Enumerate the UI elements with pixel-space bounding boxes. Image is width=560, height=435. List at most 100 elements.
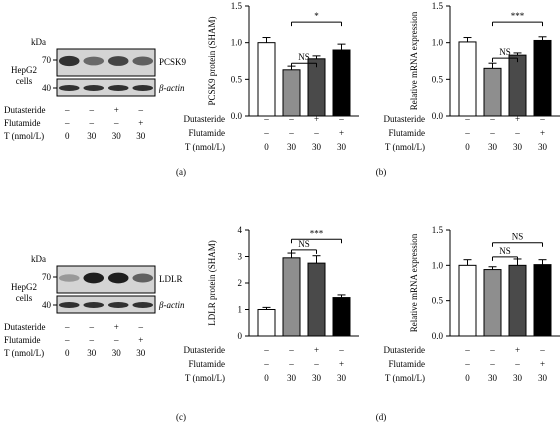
y-tick-label: 3	[238, 252, 243, 262]
blot-band	[58, 274, 80, 282]
condition-value: 0	[465, 373, 470, 383]
condition-value: 30	[488, 373, 498, 383]
condition-value: –	[464, 114, 470, 124]
condition-value: –	[489, 345, 495, 355]
condition-value: +	[515, 345, 520, 355]
condition-value: –	[113, 335, 119, 345]
condition-value: +	[138, 335, 143, 345]
condition-value: –	[263, 128, 269, 138]
blot-band	[58, 85, 80, 91]
blot-band	[107, 56, 129, 66]
condition-label: Dutasteride	[4, 105, 45, 115]
condition-value: 30	[488, 142, 498, 152]
condition-value: 30	[87, 348, 97, 358]
condition-label: Flutamide	[189, 128, 226, 138]
marker-label: 40	[42, 300, 52, 310]
bar	[508, 54, 527, 117]
significance-label: NS	[298, 52, 310, 62]
bar	[257, 42, 276, 117]
condition-label: Dutasteride	[384, 345, 425, 355]
condition-value: –	[464, 345, 470, 355]
y-tick-label: 0	[238, 331, 243, 341]
condition-value: –	[539, 114, 545, 124]
blot-target-label: PCSK9	[159, 57, 187, 67]
condition-value: –	[489, 359, 495, 369]
y-tick-label: 0.5	[432, 296, 444, 306]
bar	[483, 269, 502, 337]
condition-value: 30	[312, 142, 322, 152]
condition-label: T (nmol/L)	[4, 131, 44, 141]
y-tick-label: 0.0	[231, 111, 243, 121]
condition-label: Flutamide	[389, 359, 426, 369]
condition-value: +	[339, 128, 344, 138]
condition-value: 30	[136, 131, 146, 141]
bar	[282, 69, 301, 117]
condition-value: 30	[337, 142, 347, 152]
condition-value: 0	[65, 348, 70, 358]
condition-value: –	[464, 128, 470, 138]
blot-band	[132, 302, 154, 308]
y-tick-label: 2	[238, 278, 243, 288]
condition-value: 30	[337, 373, 347, 383]
y-tick-label: 4	[238, 225, 243, 235]
condition-value: –	[338, 345, 344, 355]
condition-value: –	[514, 128, 520, 138]
bar	[332, 49, 351, 117]
condition-value: –	[89, 105, 95, 115]
significance-label: NS	[499, 246, 511, 256]
condition-value: –	[288, 128, 294, 138]
condition-value: 30	[513, 373, 523, 383]
condition-value: –	[89, 118, 95, 128]
condition-value: +	[540, 359, 545, 369]
y-axis-label: LDLR protein (SHAM)	[207, 240, 217, 326]
panel-label: (a)	[176, 167, 186, 177]
marker-label: 70	[42, 55, 52, 65]
y-axis-label: Relative mRNA expression	[409, 11, 419, 110]
condition-value: 0	[465, 142, 470, 152]
condition-value: +	[138, 118, 143, 128]
condition-value: 30	[513, 142, 523, 152]
cell-label: cells	[16, 293, 33, 303]
blot-band	[132, 85, 154, 91]
condition-value: +	[114, 322, 119, 332]
significance-label: NS	[298, 239, 310, 249]
y-tick-label: 1.0	[231, 38, 243, 48]
blot-band	[58, 55, 80, 67]
blot-band	[83, 85, 105, 91]
bar	[307, 262, 326, 337]
blot-band	[83, 56, 105, 66]
condition-label: Flutamide	[389, 128, 426, 138]
condition-label: T (nmol/L)	[4, 348, 44, 358]
condition-value: 30	[136, 348, 146, 358]
kda-label: kDa	[31, 37, 46, 47]
significance-label: ***	[511, 11, 525, 21]
y-tick-label: 0.0	[432, 111, 444, 121]
cell-label: cells	[16, 76, 33, 86]
condition-value: –	[138, 105, 144, 115]
blot-target-label: LDLR	[159, 274, 183, 284]
condition-label: Dutasteride	[384, 114, 425, 124]
marker-label: 70	[42, 272, 52, 282]
condition-value: +	[540, 128, 545, 138]
condition-value: –	[313, 128, 319, 138]
condition-value: –	[263, 114, 269, 124]
condition-value: 30	[287, 373, 297, 383]
panel-label: (b)	[376, 167, 387, 177]
bar	[458, 264, 477, 337]
y-axis-label: Relative mRNA expression	[409, 233, 419, 332]
bar	[533, 264, 552, 337]
bar	[332, 297, 351, 337]
bar	[483, 67, 502, 117]
condition-value: –	[263, 359, 269, 369]
bar	[257, 309, 276, 337]
blot-band	[83, 302, 105, 308]
significance-label: NS	[499, 47, 511, 57]
blot-band	[132, 273, 154, 283]
condition-value: –	[313, 359, 319, 369]
condition-label: T (nmol/L)	[185, 142, 225, 152]
condition-value: 0	[264, 142, 269, 152]
condition-value: –	[489, 114, 495, 124]
condition-value: –	[288, 345, 294, 355]
y-tick-label: 0.0	[432, 331, 444, 341]
y-tick-label: 0.5	[432, 74, 444, 84]
